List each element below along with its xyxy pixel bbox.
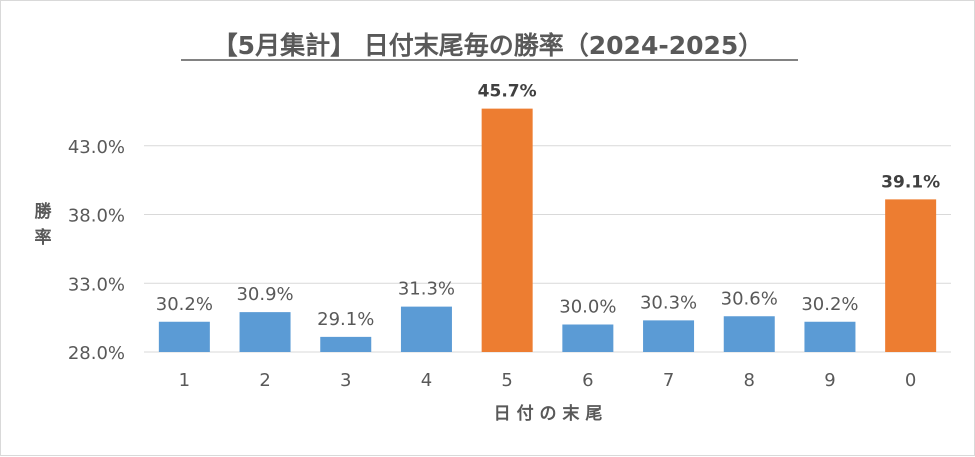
x-tick-label: 5 xyxy=(501,370,512,391)
data-label: 29.1% xyxy=(317,309,374,330)
data-label: 30.2% xyxy=(156,294,213,315)
data-label: 30.3% xyxy=(640,292,697,313)
bar-8 xyxy=(723,316,775,352)
y-tick-label: 38.0% xyxy=(68,206,125,227)
bar-7 xyxy=(643,320,695,352)
x-tick-label: 9 xyxy=(824,370,835,391)
bar-6 xyxy=(562,324,614,352)
x-tick-label: 7 xyxy=(663,370,674,391)
y-axis-label-char: 勝 xyxy=(35,201,53,222)
bar-9 xyxy=(804,321,856,352)
x-tick-label: 1 xyxy=(179,370,190,391)
data-label: 30.0% xyxy=(559,297,616,318)
data-label: 30.9% xyxy=(236,284,293,305)
x-tick-label: 4 xyxy=(421,370,432,391)
x-tick-label: 3 xyxy=(340,370,351,391)
y-tick-label: 33.0% xyxy=(68,274,125,295)
y-axis-label-char: 率 xyxy=(35,227,52,248)
bar-5 xyxy=(481,108,533,352)
data-label: 30.2% xyxy=(801,294,858,315)
bar-4 xyxy=(400,306,452,352)
x-tick-label: 8 xyxy=(744,370,755,391)
bar-2 xyxy=(239,312,291,352)
x-axis-label: 日 付 の 末 尾 xyxy=(494,403,603,424)
x-tick-label: 2 xyxy=(259,370,270,391)
data-label: 30.6% xyxy=(721,288,778,309)
x-tick-label: 0 xyxy=(905,370,916,391)
data-label: 31.3% xyxy=(398,279,455,300)
y-tick-label: 43.0% xyxy=(68,137,125,158)
data-label: 39.1% xyxy=(881,172,940,192)
bar-1 xyxy=(158,321,210,352)
chart-title: 【5月集計】 日付末尾毎の勝率（2024-2025） xyxy=(213,31,764,60)
bar-0 xyxy=(885,199,937,352)
bar-3 xyxy=(320,336,372,352)
y-axis-label: 勝率 xyxy=(35,201,53,248)
y-tick-label: 28.0% xyxy=(68,343,125,364)
x-tick-label: 6 xyxy=(582,370,593,391)
data-label: 45.7% xyxy=(478,82,537,102)
